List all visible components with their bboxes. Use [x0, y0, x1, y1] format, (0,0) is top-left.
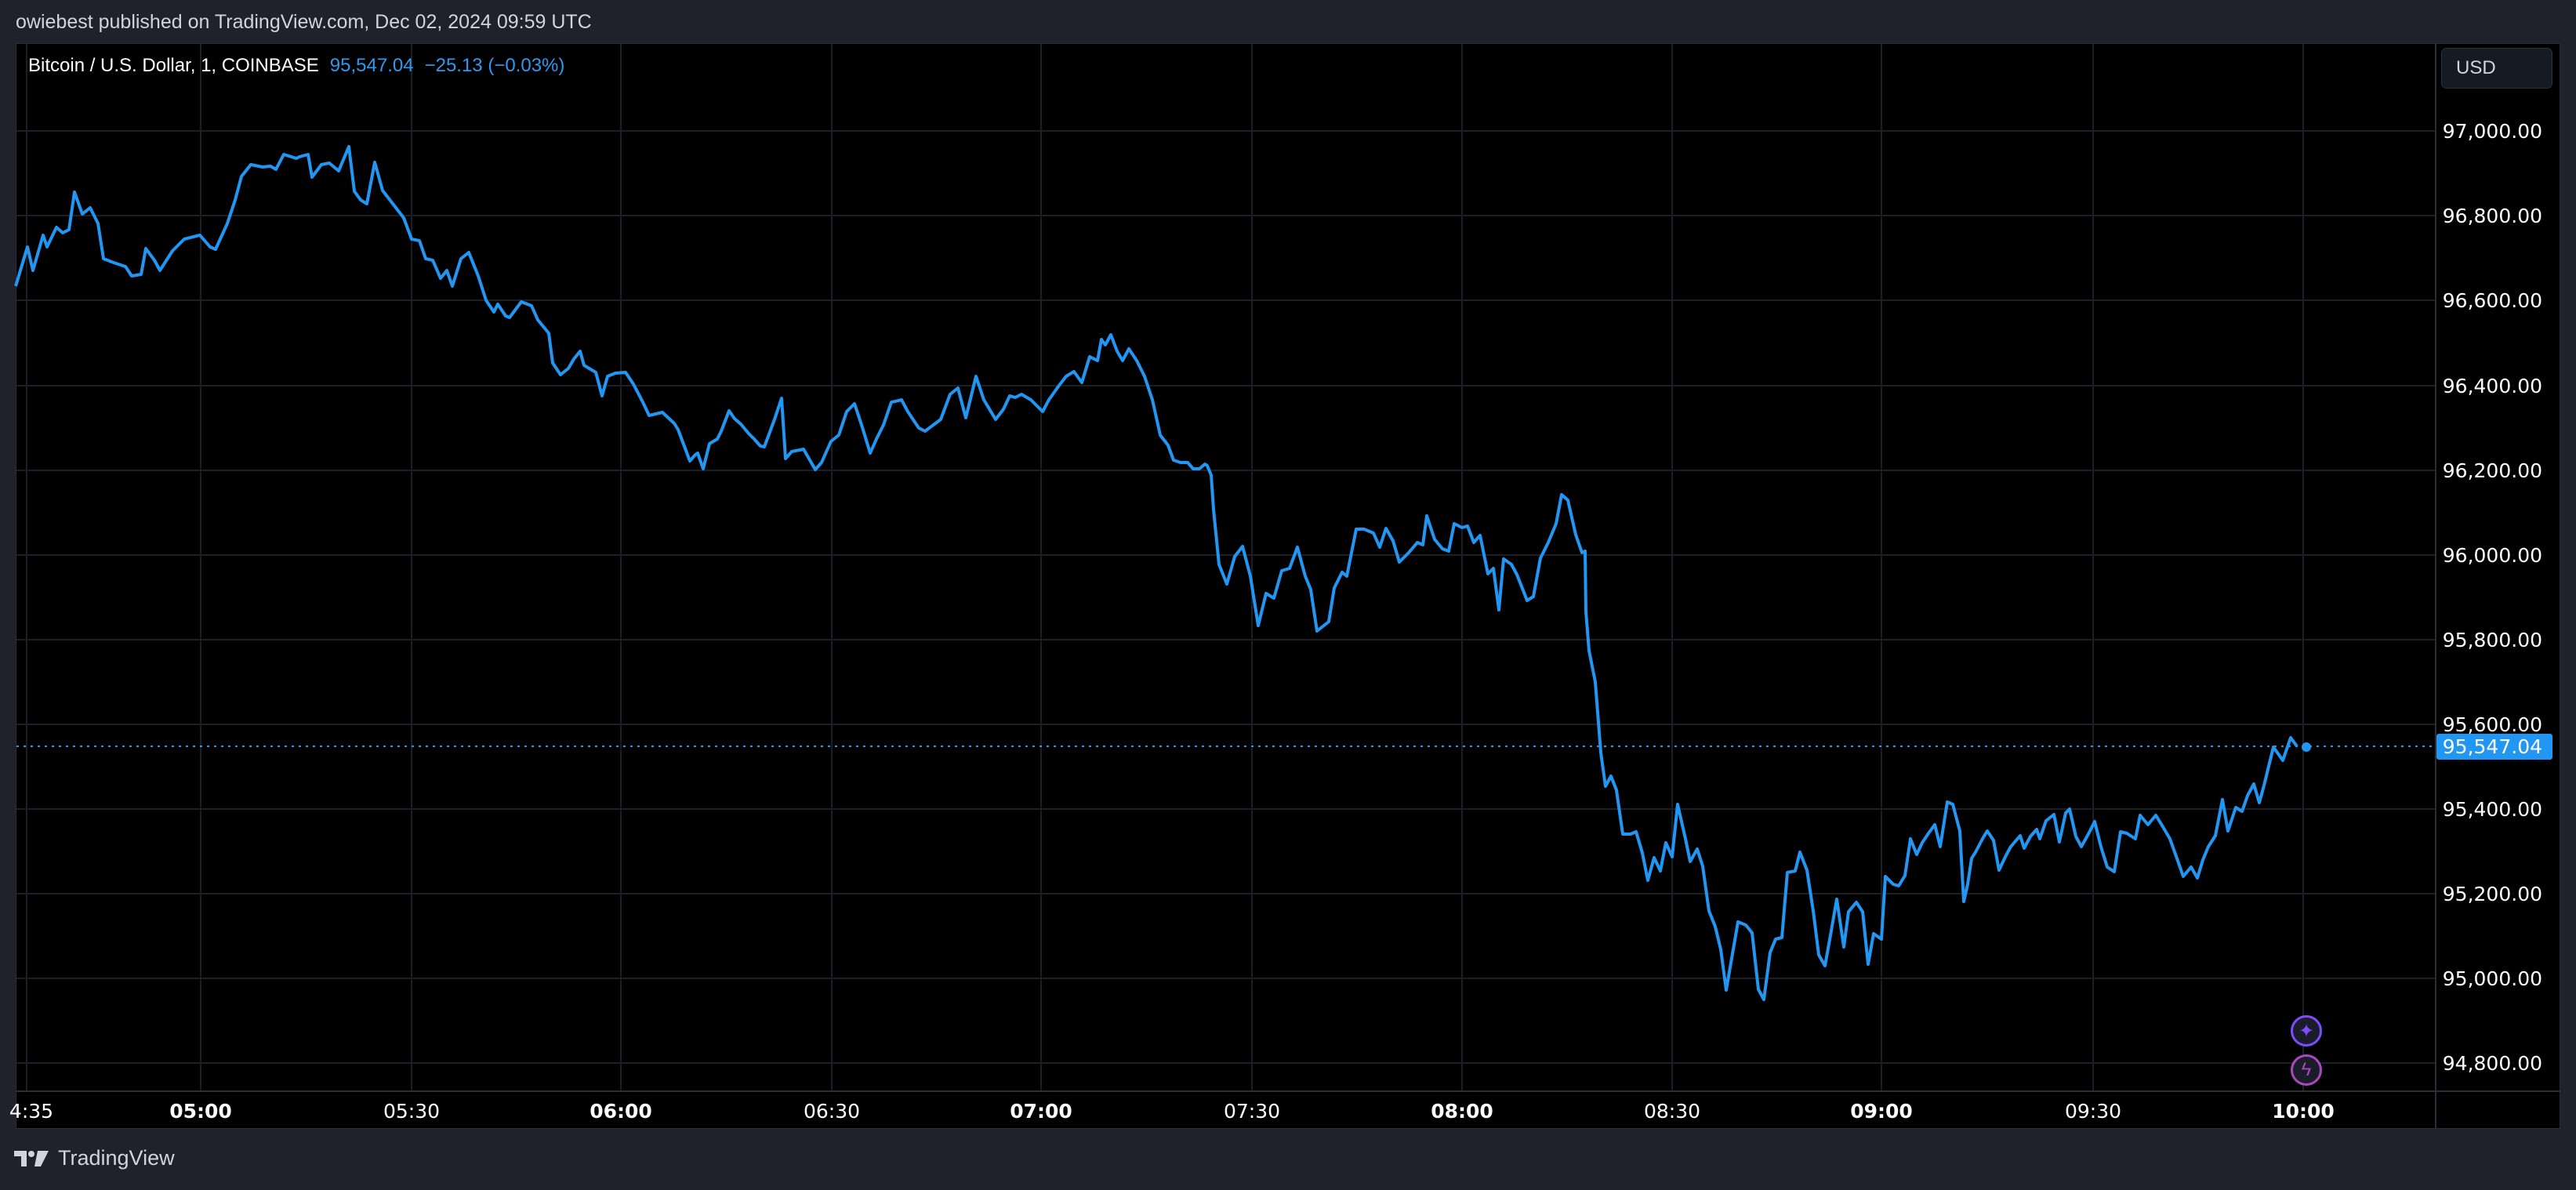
price-change: −25.13 (−0.03%): [424, 55, 565, 76]
brand-name: TradingView: [58, 1146, 175, 1170]
svg-text:96,800.00: 96,800.00: [2443, 205, 2542, 227]
svg-text:95,000.00: 95,000.00: [2443, 967, 2542, 990]
last-price-dot: [2302, 742, 2311, 752]
svg-text:94,800.00: 94,800.00: [2443, 1052, 2542, 1075]
chart-frame[interactable]: [16, 43, 2560, 1129]
svg-text:08:30: 08:30: [1644, 1100, 1700, 1123]
current-price-tag: [2436, 734, 2552, 760]
sparkle-icon[interactable]: ✦: [2291, 1015, 2322, 1047]
publish-header: owiebest published on TradingView.com, D…: [16, 11, 592, 33]
svg-text:10:00: 10:00: [2272, 1100, 2335, 1123]
lightning-icon[interactable]: ϟ: [2291, 1054, 2322, 1086]
svg-text:07:30: 07:30: [1224, 1100, 1280, 1123]
price-line: [14, 145, 2298, 1001]
svg-text:08:00: 08:00: [1431, 1100, 1493, 1123]
svg-text:95,600.00: 95,600.00: [2443, 713, 2542, 736]
svg-text:4:35: 4:35: [9, 1100, 53, 1123]
vertical-gridlines: [26, 44, 2304, 1091]
svg-text:05:00: 05:00: [169, 1100, 232, 1123]
svg-text:96,400.00: 96,400.00: [2443, 375, 2542, 397]
svg-text:96,200.00: 96,200.00: [2443, 459, 2542, 482]
svg-text:09:30: 09:30: [2065, 1100, 2121, 1123]
svg-text:96,000.00: 96,000.00: [2443, 544, 2542, 567]
current-price-tag-text: 95,547.04: [2443, 735, 2542, 758]
horizontal-gridlines: [16, 130, 2436, 1064]
svg-text:07:00: 07:00: [1010, 1100, 1072, 1123]
svg-text:95,800.00: 95,800.00: [2443, 629, 2542, 651]
last-price: 95,547.04: [329, 55, 414, 76]
svg-text:97,000.00: 97,000.00: [2443, 120, 2542, 143]
symbol-title[interactable]: Bitcoin / U.S. Dollar, 1, COINBASE: [28, 55, 319, 76]
svg-text:96,600.00: 96,600.00: [2443, 289, 2542, 312]
currency-button[interactable]: USD: [2441, 48, 2552, 89]
tradingview-logo-icon: [14, 1150, 49, 1166]
svg-text:95,200.00: 95,200.00: [2443, 883, 2542, 905]
svg-text:95,400.00: 95,400.00: [2443, 798, 2542, 821]
svg-text:06:00: 06:00: [590, 1100, 652, 1123]
tradingview-brand[interactable]: TradingView: [14, 1146, 175, 1170]
chart-legend: Bitcoin / U.S. Dollar, 1, COINBASE 95,54…: [28, 55, 564, 77]
svg-text:06:30: 06:30: [804, 1100, 860, 1123]
price-axis-labels: 97,000.00 96,800.00 96,600.00 96,400.00 …: [2443, 120, 2542, 1075]
svg-text:05:30: 05:30: [383, 1100, 440, 1123]
time-axis-labels: 4:35 05:00 05:30 06:00 06:30 07:00 07:30…: [9, 1100, 2335, 1123]
svg-text:09:00: 09:00: [1850, 1100, 1913, 1123]
